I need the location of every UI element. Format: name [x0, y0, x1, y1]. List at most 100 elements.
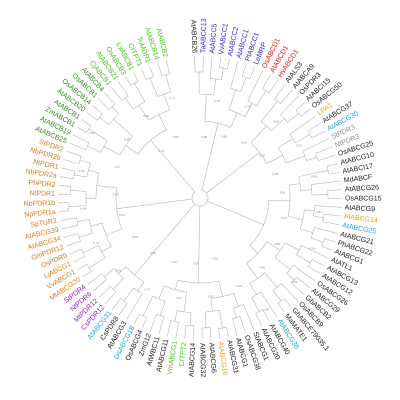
tree-branch	[174, 310, 178, 322]
tree-arc	[278, 147, 287, 164]
tree-branch	[81, 119, 91, 126]
tree-branch	[219, 57, 222, 68]
tree-branch	[88, 169, 100, 174]
tree-branch	[140, 68, 147, 80]
tree-branch	[96, 185, 117, 189]
support-value: 0.70	[169, 97, 175, 101]
tree-branch	[251, 297, 260, 312]
tree-branch	[295, 101, 305, 111]
tree-branch	[104, 92, 115, 105]
support-value: 0.99	[150, 251, 156, 255]
tree-branch	[327, 189, 342, 191]
tree-branch	[213, 79, 217, 95]
support-value: 0.93	[296, 143, 302, 147]
tree-branch	[230, 61, 239, 89]
tree-branch	[322, 221, 340, 226]
tree-branch	[296, 276, 311, 289]
support-value: 0.95	[272, 172, 278, 176]
tree-arc	[321, 238, 325, 247]
tree-branch	[274, 84, 286, 100]
support-value: 0.68	[89, 131, 95, 135]
support-value: 0.57	[193, 262, 199, 266]
tree-branch	[103, 146, 120, 156]
tree-branch	[280, 89, 293, 104]
tree-branch	[87, 273, 102, 285]
tree-branch	[65, 150, 82, 157]
tree-arc	[146, 76, 154, 80]
support-value: 0.62	[292, 280, 298, 284]
tree-branch	[307, 122, 321, 132]
tree-branch	[255, 313, 263, 327]
tree-branch	[218, 280, 223, 297]
tree-branch	[284, 242, 300, 251]
tree-branch	[184, 325, 187, 340]
tree-branch	[232, 318, 238, 336]
tree-branch	[61, 167, 75, 172]
tree-branch	[204, 94, 207, 122]
tree-branch	[219, 310, 223, 329]
tree-branch	[58, 210, 69, 213]
tree-branch	[210, 298, 213, 312]
tree-branch	[291, 282, 305, 295]
tree-branch	[63, 233, 79, 238]
tree-branch	[300, 189, 312, 191]
tree-arc	[326, 166, 330, 175]
tree-branch	[118, 303, 128, 315]
tree-arc	[274, 98, 281, 104]
tree-branch	[88, 128, 108, 141]
support-value: 0.54	[310, 246, 316, 250]
tree-arc	[218, 327, 227, 330]
tree-branch	[318, 154, 336, 161]
tree-arc	[296, 245, 302, 255]
tree-branch	[266, 241, 281, 251]
leaf-label: AtABCC5	[209, 23, 219, 54]
tree-branch	[79, 159, 91, 164]
tree-arc	[67, 202, 69, 211]
tree-branch	[118, 266, 127, 274]
tree-branch	[134, 314, 140, 325]
leaf-label: NpPDR1a	[24, 209, 56, 219]
leaf-label: AtABCG6	[207, 342, 216, 373]
leaf-label: AtABCG9	[344, 204, 375, 213]
support-value: 0.85	[263, 307, 269, 311]
support-value: 0.81	[213, 257, 219, 261]
leaf-label: AtABCG26	[345, 184, 380, 193]
tree-branches	[58, 56, 343, 340]
tree-arc	[110, 286, 117, 293]
tree-branch	[240, 77, 247, 92]
tree-branch	[287, 113, 299, 123]
support-value: 0.85	[208, 295, 214, 299]
tree-branch	[227, 59, 230, 69]
tree-branch	[116, 198, 193, 210]
tree-branch	[312, 259, 325, 267]
support-value: 0.44	[113, 193, 119, 197]
tree-branch	[239, 316, 246, 333]
tree-branch	[289, 183, 301, 186]
tree-branch	[249, 283, 257, 295]
tree-branch	[59, 217, 77, 221]
tree-arc	[88, 219, 93, 234]
support-value: 0.50	[241, 141, 247, 145]
support-value: 0.97	[281, 216, 287, 220]
support-value: 0.95	[79, 169, 85, 173]
tree-arc	[247, 100, 257, 107]
tree-branch	[260, 100, 278, 122]
tree-branch	[302, 138, 330, 152]
tree-branch	[308, 265, 321, 274]
tree-branch	[301, 245, 329, 259]
leaf-label: NbPDR1b	[23, 200, 55, 208]
support-value: 0.95	[259, 153, 265, 157]
tree-branch	[272, 290, 282, 302]
support-value: 0.97	[114, 165, 120, 169]
tree-arc	[86, 264, 92, 272]
tree-branch	[82, 271, 92, 278]
tree-branch	[201, 123, 219, 191]
tree-branch	[209, 56, 213, 79]
tree-branch	[271, 118, 285, 131]
tree-branch	[89, 257, 106, 269]
support-value: 0.92	[214, 99, 220, 103]
tree-branch	[277, 303, 285, 313]
tree-branch	[189, 312, 192, 326]
support-value: 0.99	[259, 265, 265, 269]
leaf-label: NtPDR1	[29, 190, 55, 198]
